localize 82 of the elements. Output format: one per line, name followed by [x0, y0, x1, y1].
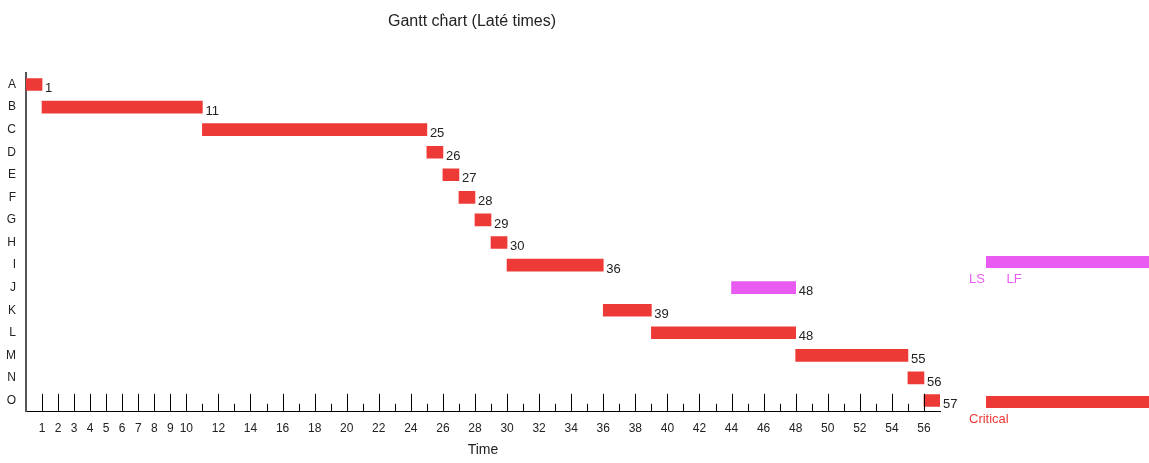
x-tick-label: 12 [211, 421, 226, 436]
x-tick-label: 46 [756, 421, 771, 436]
data-label: 48 [798, 283, 814, 299]
bar [907, 371, 925, 385]
x-tick-label: 18 [307, 421, 322, 436]
bar [458, 191, 476, 204]
data-label: 28 [477, 192, 493, 208]
y-tick-label: N [7, 370, 16, 385]
x-tick-label: 22 [372, 421, 386, 436]
chart-title: Gantt ch̀art (Laté times) [387, 12, 557, 30]
text: LS LF [969, 271, 1023, 286]
x-tick-label: 40 [660, 421, 675, 436]
bar [731, 281, 797, 294]
y-tick-label: K [7, 302, 16, 317]
x-tick-label: 7 [134, 421, 142, 436]
y-tick-label: M [6, 347, 16, 362]
y-tick-label: I [12, 257, 16, 272]
bar [795, 349, 909, 362]
x-tick-label: 10 [179, 421, 194, 436]
data-label: 26 [445, 147, 461, 163]
data-label: 29 [494, 215, 509, 231]
text: Critical [969, 411, 1010, 426]
bar [26, 78, 43, 91]
x-tick-label: 4 [86, 421, 94, 436]
y-tick-label: E [7, 167, 16, 182]
bar [602, 303, 652, 317]
data-label: 1 [45, 80, 53, 96]
y-tick-label: C [7, 121, 17, 136]
x-tick-label: 3 [70, 421, 78, 436]
data-label: 27 [461, 170, 477, 186]
bar [490, 236, 508, 249]
x-tick-label: 16 [275, 421, 290, 436]
data-label: 25 [429, 125, 445, 141]
x-tick-label: 34 [564, 421, 579, 436]
x-tick-label: 1 [38, 421, 46, 436]
x-tick-label: 6 [118, 421, 126, 436]
x-tick-label: 38 [628, 421, 643, 436]
data-label: 30 [510, 238, 525, 254]
x-tick-label: 56 [917, 421, 931, 436]
data-label: 36 [606, 260, 621, 276]
data-label: 48 [798, 328, 814, 344]
x-tick-label: 50 [821, 421, 835, 436]
bar [41, 100, 203, 114]
bar [651, 326, 797, 340]
y-tick-label: D [7, 144, 17, 159]
x-tick-label: 2 [54, 421, 62, 436]
x-tick-label: 14 [243, 421, 258, 436]
x-tick-label: 36 [596, 421, 611, 436]
x-tick-label: 20 [340, 421, 354, 436]
bar [202, 123, 428, 136]
bar [426, 145, 444, 159]
y-tick-label: B [7, 99, 16, 114]
y-tick-label: G [6, 212, 16, 227]
x-tick-label: 48 [789, 421, 803, 436]
data-label: 55 [910, 350, 926, 366]
x-tick-label: 8 [150, 421, 158, 436]
x-tick-label: 5 [102, 421, 110, 436]
x-tick-label: 54 [885, 421, 899, 436]
data-label: 39 [654, 305, 669, 321]
y-tick-label: L [9, 325, 17, 340]
y-tick-label: F [8, 189, 16, 204]
x-tick-label: 44 [724, 421, 739, 436]
bar [474, 213, 492, 227]
y-tick-label: H [7, 234, 16, 249]
y-tick-label: O [6, 392, 16, 407]
y-tick-label: J [10, 279, 16, 294]
x-tick-label: 24 [404, 421, 418, 436]
x-tick-label: 32 [532, 421, 547, 436]
x-tick-label: 52 [853, 421, 867, 436]
bar [442, 168, 460, 182]
data-label: 57 [943, 396, 958, 412]
x-tick-label: 26 [436, 421, 450, 436]
bar [923, 394, 940, 407]
bar [506, 258, 604, 272]
x-axis-title: Time [467, 441, 499, 458]
data-label: 56 [926, 373, 942, 389]
y-tick-label: A [7, 76, 16, 91]
data-label: 11 [205, 102, 219, 118]
x-tick-label: 42 [692, 421, 707, 436]
x-tick-label: 9 [166, 421, 174, 436]
x-tick-label: 30 [500, 421, 515, 436]
x-tick-label: 28 [468, 421, 482, 436]
